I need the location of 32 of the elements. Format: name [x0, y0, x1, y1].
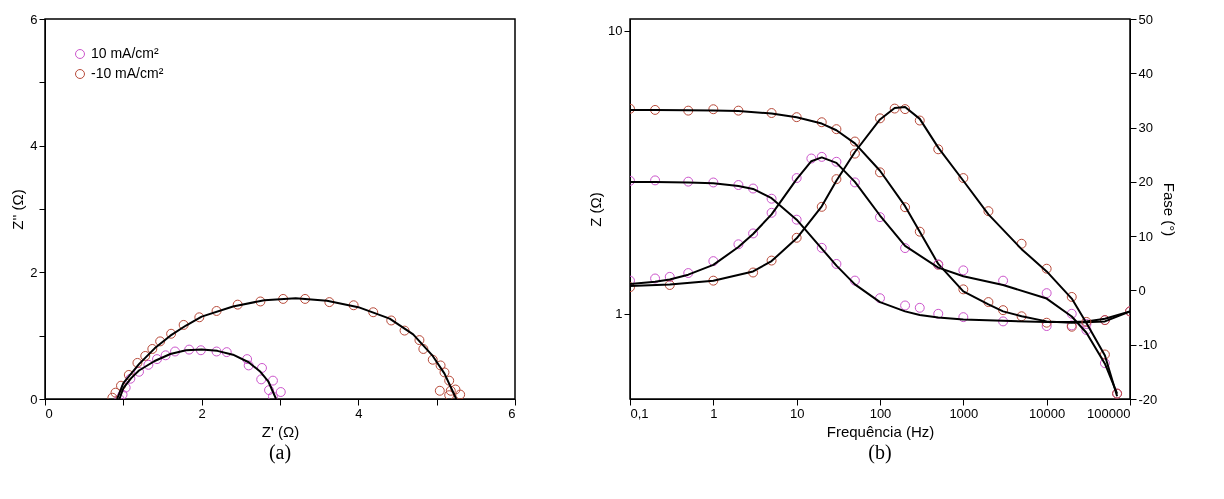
x-tick-label: 100000 — [1087, 405, 1131, 421]
x-tick-label: 10000 — [1029, 405, 1066, 421]
y-tick-label: 0 — [30, 391, 38, 407]
x-tick-label: 1 — [710, 405, 718, 421]
y2-tick-label: 10 — [1138, 228, 1153, 244]
y2-tick-label: 20 — [1138, 174, 1153, 190]
y-tick-label: 6 — [30, 11, 38, 27]
text: (b) — [868, 441, 892, 464]
y-axis-title: Z'' (Ω) — [9, 189, 27, 230]
y-tick-label: 2 — [30, 264, 38, 280]
text: (a) — [268, 441, 292, 464]
y2-tick-label: 30 — [1138, 120, 1153, 136]
x-tick-label: 10 — [789, 405, 805, 421]
y-axis-title: Z (Ω) — [587, 192, 605, 227]
y2-tick-label: -10 — [1138, 337, 1158, 353]
x-tick-label: 1000 — [949, 405, 979, 421]
x-axis-title: Z' (Ω) — [261, 422, 300, 440]
x-axis-title: Frequência (Hz) — [826, 422, 935, 440]
legend-label: -10 mA/cm² — [91, 65, 164, 81]
x-tick-label: 4 — [355, 405, 363, 421]
x-tick-label: 2 — [198, 405, 206, 421]
x-tick-label: 0 — [45, 405, 53, 421]
y2-axis-title: Fase (°) — [1161, 182, 1179, 237]
x-tick-label: 0,1 — [630, 405, 649, 421]
x-tick-label: 100 — [869, 405, 892, 421]
y-tick-label: 4 — [30, 138, 38, 154]
y2-tick-label: 40 — [1138, 65, 1153, 81]
y2-tick-label: 0 — [1138, 282, 1146, 298]
y2-tick-label: -20 — [1138, 391, 1158, 407]
y2-tick-label: 50 — [1138, 11, 1153, 27]
legend-label: 10 mA/cm² — [91, 45, 160, 61]
x-tick-label: 6 — [508, 405, 516, 421]
